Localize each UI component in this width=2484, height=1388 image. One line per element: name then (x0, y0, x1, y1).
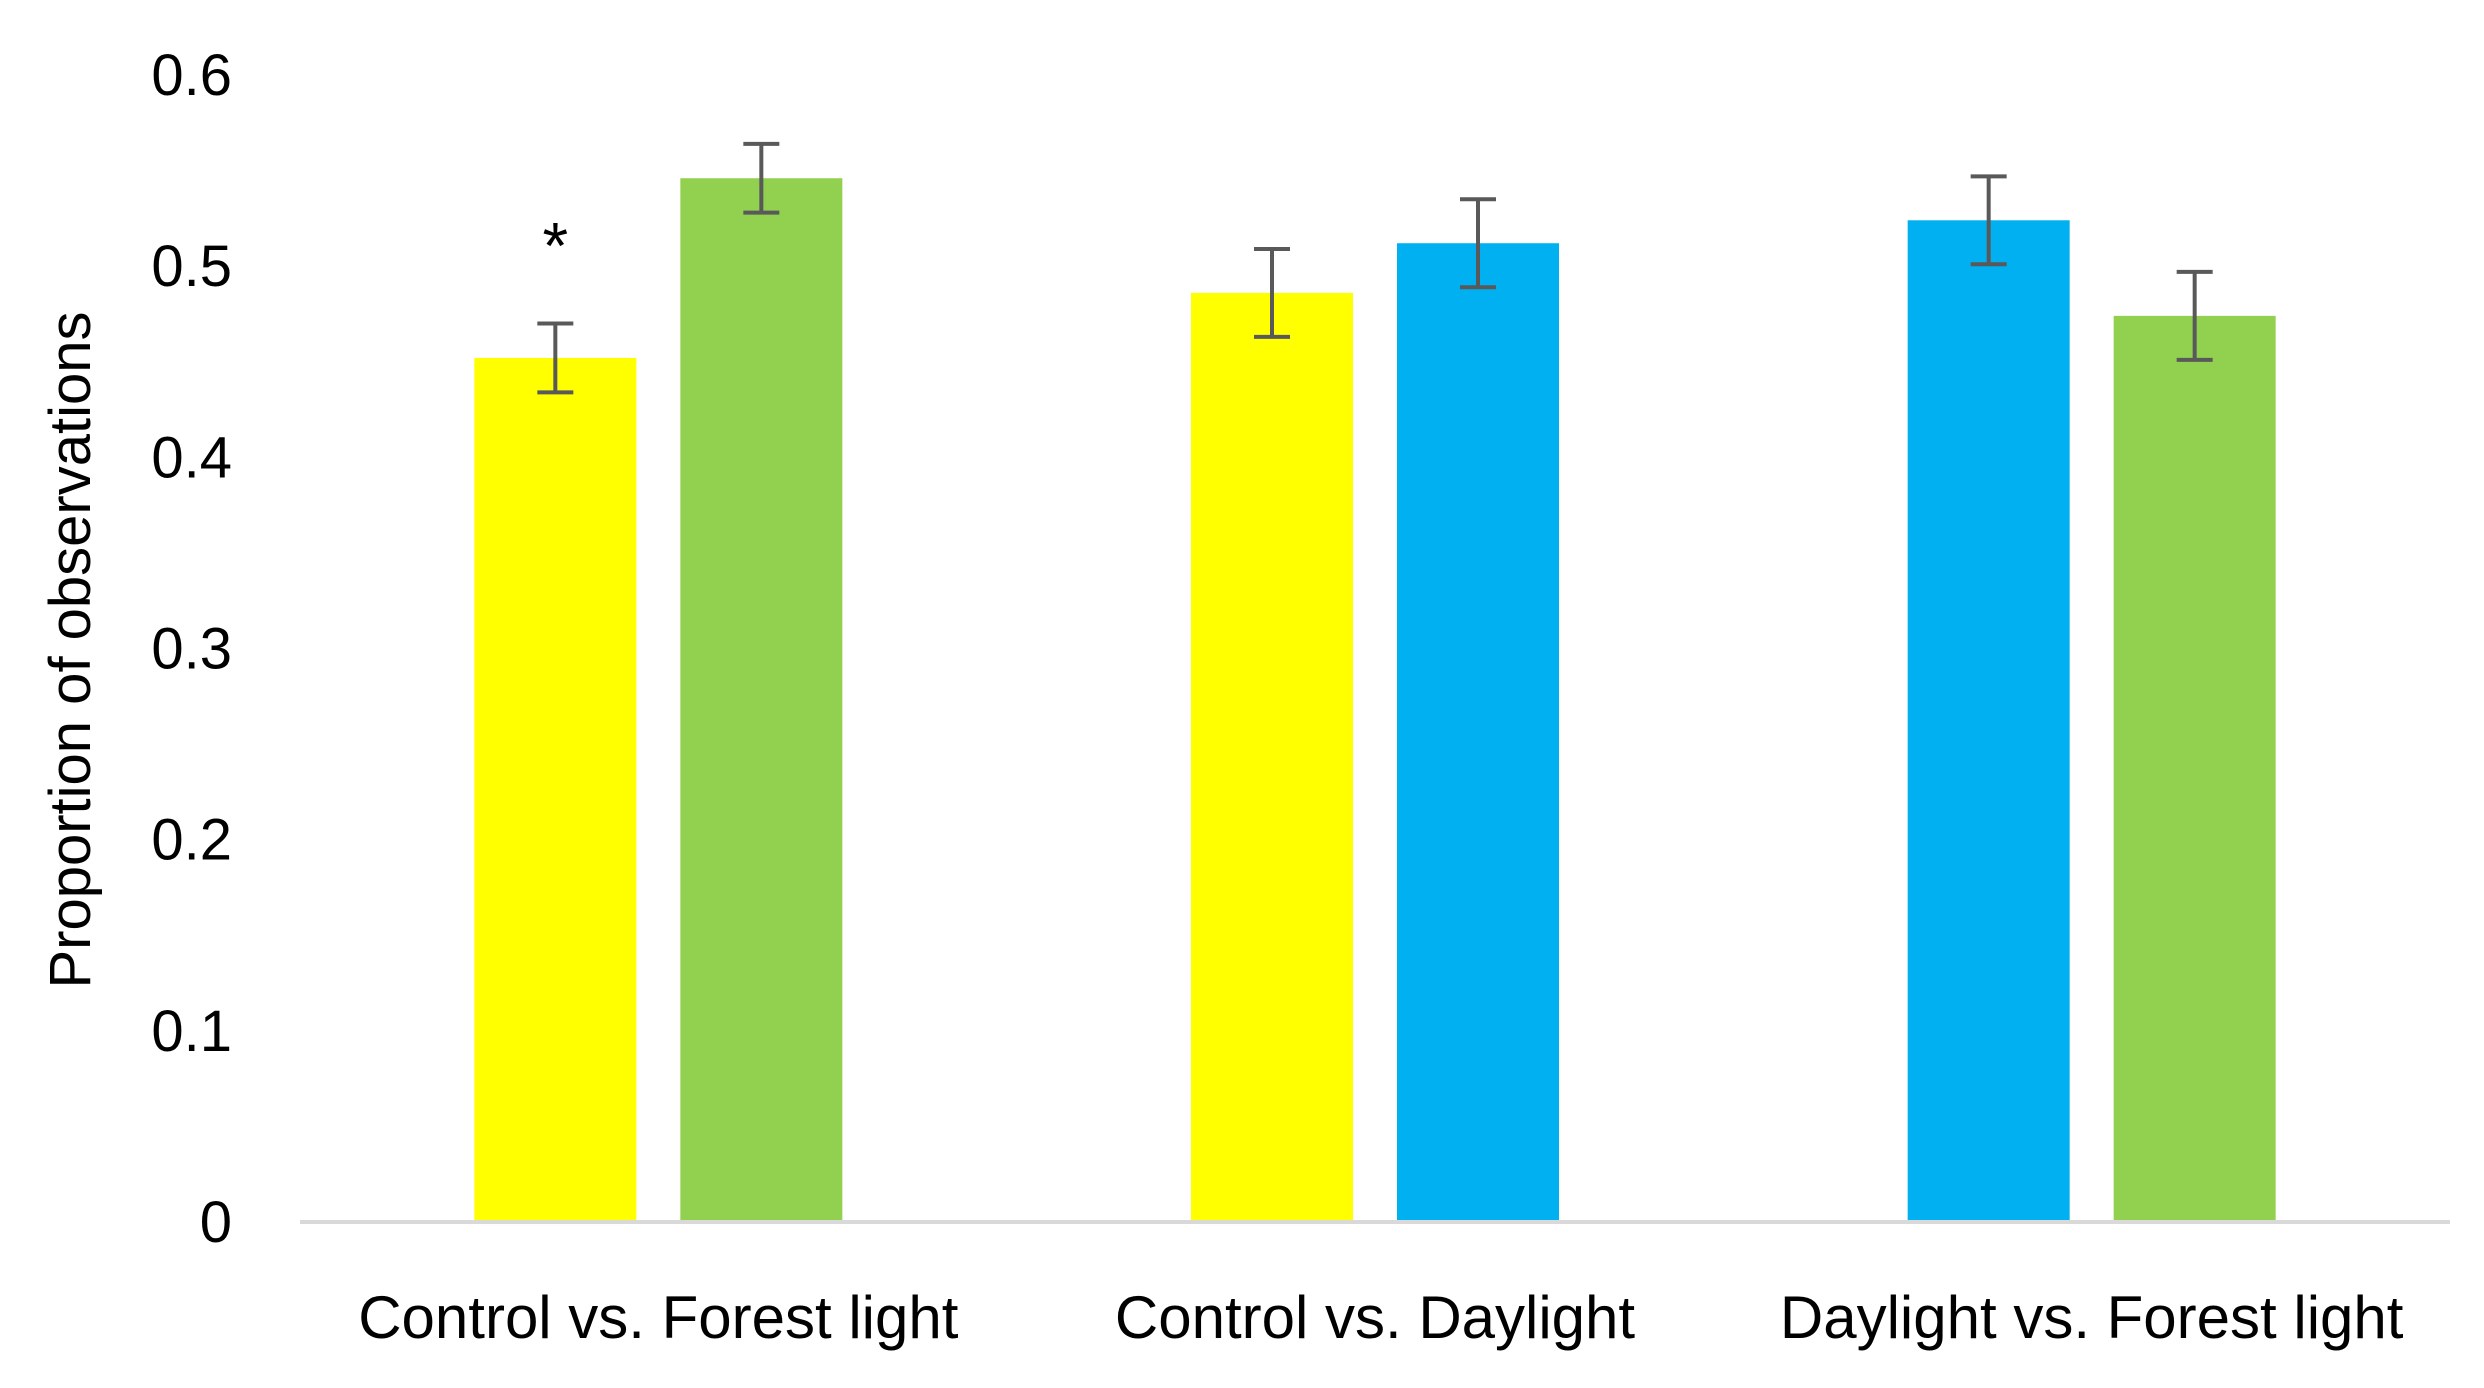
bars (474, 178, 2276, 1223)
x-category-label: Daylight vs. Forest light (1780, 1284, 2404, 1351)
bar (1191, 292, 1353, 1222)
x-axis-labels: Control vs. Forest light Control vs. Dayl… (358, 1284, 2404, 1351)
annotations: * (542, 209, 568, 283)
x-category-label: Control vs. Forest light (358, 1284, 959, 1351)
significance-marker: * (542, 209, 568, 283)
x-category-label: Control vs. Daylight (1115, 1284, 1636, 1351)
bar (474, 357, 637, 1223)
y-tick-label: 0.1 (151, 999, 232, 1064)
y-tick-label: 0.3 (151, 617, 232, 682)
bar (680, 178, 843, 1223)
y-tick-label: 0.4 (151, 425, 232, 490)
y-axis-ticks: 0 0.1 0.2 0.3 0.4 0.5 0.6 (151, 43, 232, 1255)
bar (2113, 315, 2276, 1222)
y-axis-label: Proportion of observations (38, 311, 103, 988)
y-tick-label: 0.5 (151, 234, 232, 299)
bar (1397, 243, 1559, 1222)
y-tick-label: 0.2 (151, 808, 232, 873)
bar (1907, 220, 2070, 1222)
error-bars (537, 141, 2213, 395)
y-tick-label: 0.6 (151, 43, 232, 108)
y-tick-label: 0 (200, 1190, 232, 1255)
